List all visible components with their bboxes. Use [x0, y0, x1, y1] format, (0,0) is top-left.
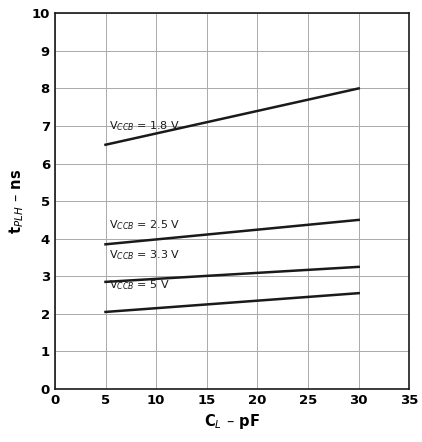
Y-axis label: t$_{PLH}$ – ns: t$_{PLH}$ – ns [7, 168, 26, 234]
Text: V$_{CCB}$ = 3.3 V: V$_{CCB}$ = 3.3 V [108, 248, 180, 262]
Text: V$_{CCB}$ = 2.5 V: V$_{CCB}$ = 2.5 V [108, 218, 180, 232]
X-axis label: C$_L$ – pF: C$_L$ – pF [204, 412, 260, 431]
Text: V$_{CCB}$ = 5 V: V$_{CCB}$ = 5 V [108, 278, 169, 292]
Text: V$_{CCB}$ = 1.8 V: V$_{CCB}$ = 1.8 V [108, 119, 180, 133]
